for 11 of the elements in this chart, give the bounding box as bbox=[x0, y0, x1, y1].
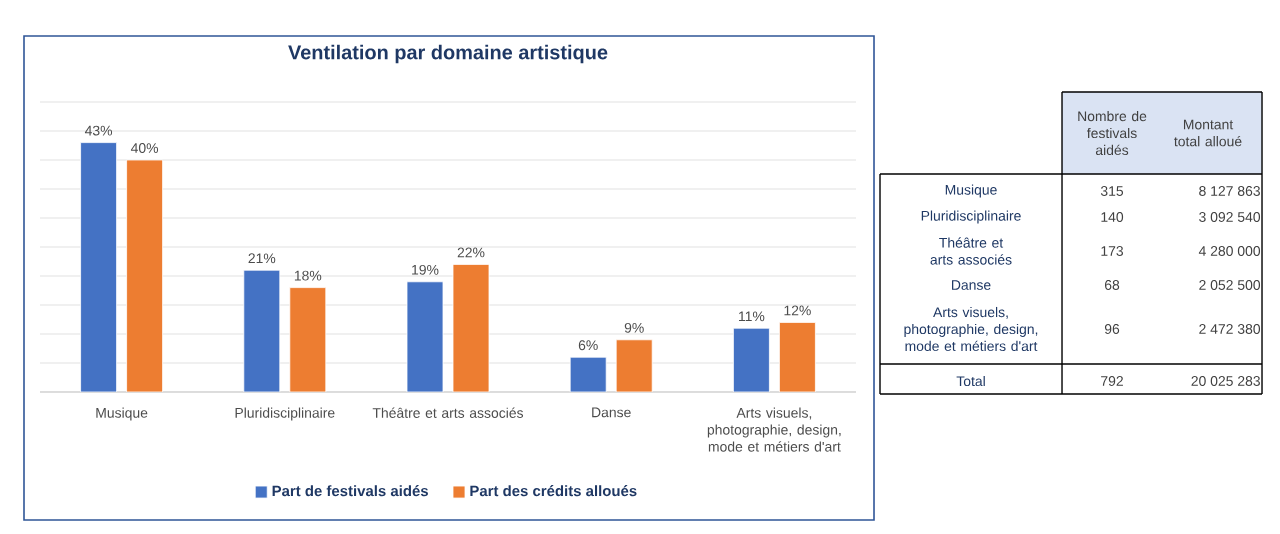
bar bbox=[569, 356, 607, 392]
bar bbox=[80, 142, 117, 392]
bar bbox=[615, 339, 653, 392]
bar bbox=[733, 327, 770, 392]
bar bbox=[126, 159, 163, 392]
bar bbox=[779, 322, 816, 392]
bar bbox=[406, 281, 444, 392]
bar bbox=[289, 287, 327, 392]
bar bbox=[243, 269, 281, 392]
chart-title: Ventilation par domaine artistique bbox=[288, 44, 608, 64]
bar bbox=[452, 264, 490, 392]
